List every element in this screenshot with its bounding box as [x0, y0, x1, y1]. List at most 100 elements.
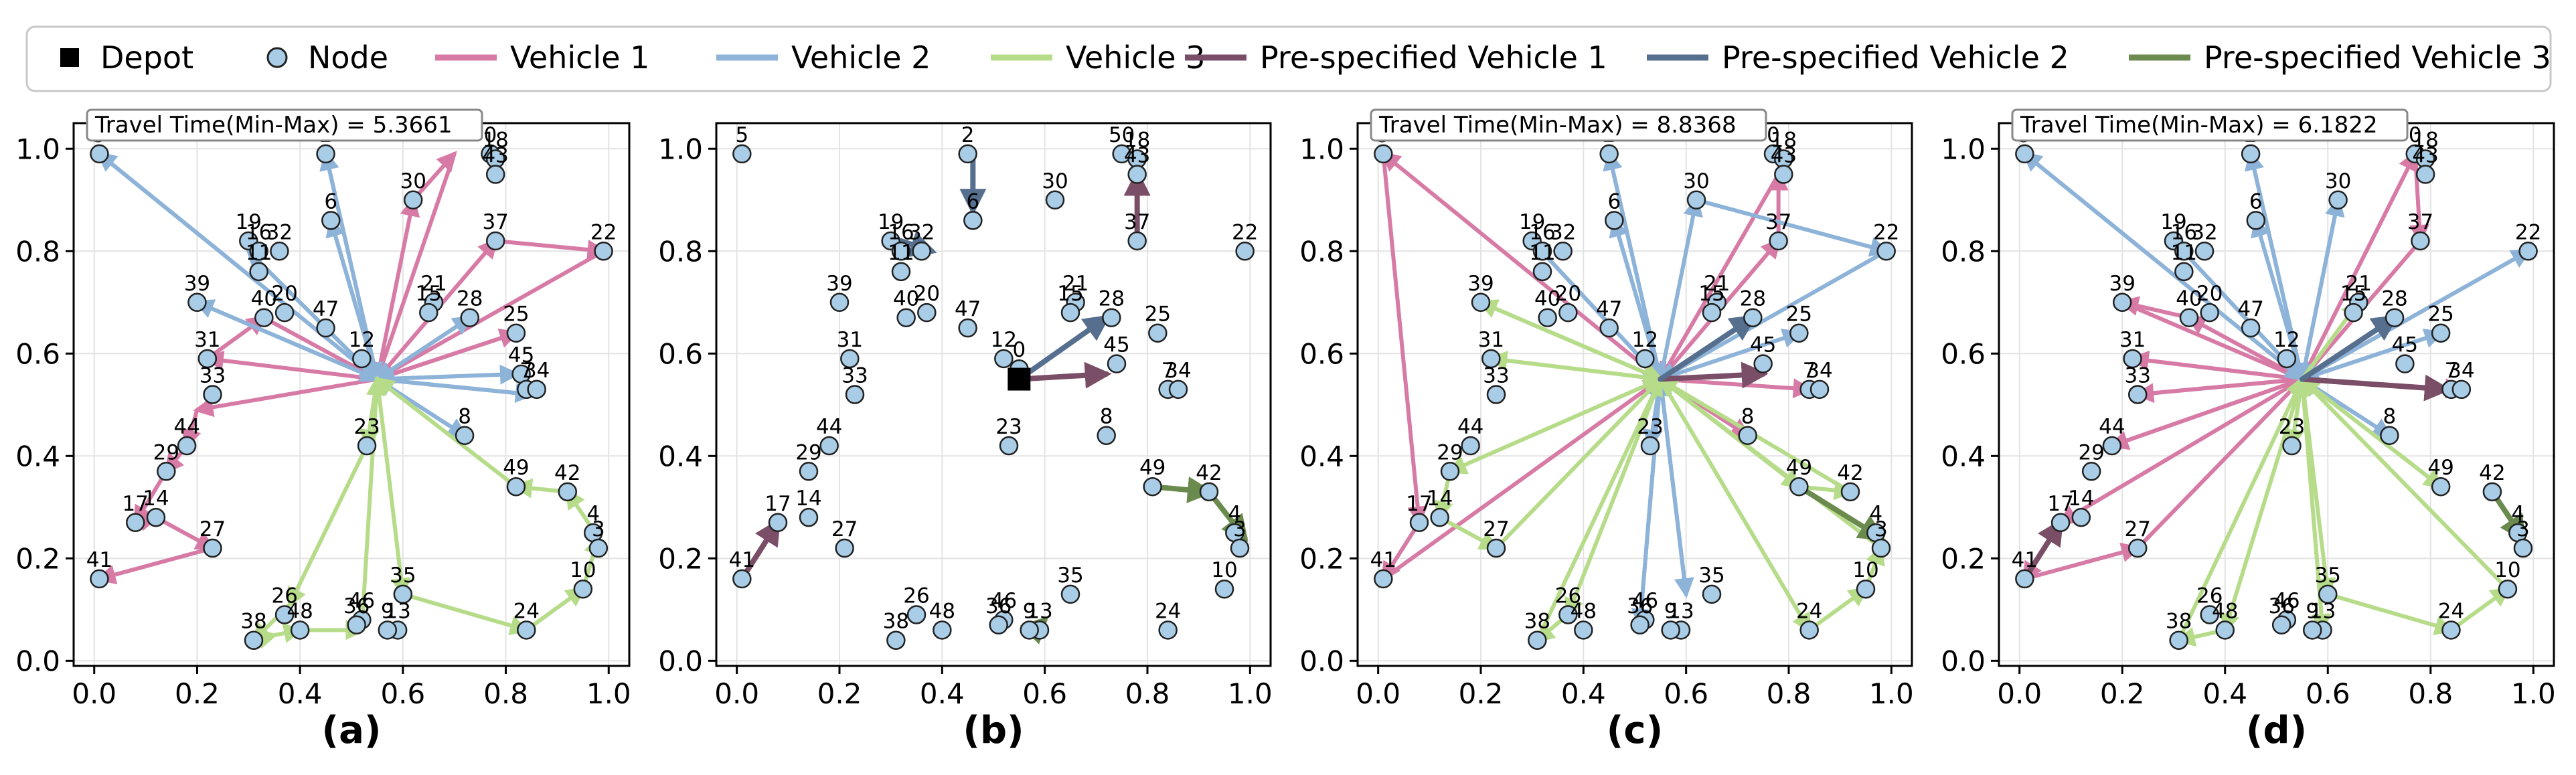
- route-segment-v2: [375, 364, 520, 385]
- route-segment-v2: [1607, 151, 1667, 383]
- node-label: 15: [416, 282, 442, 306]
- node-marker: [1230, 538, 1250, 558]
- node-label: 9: [1664, 599, 1678, 623]
- node-marker: [1409, 513, 1429, 533]
- node-marker: [886, 630, 906, 650]
- node-marker: [1060, 584, 1080, 604]
- node-label: 42: [2479, 461, 2505, 485]
- node-marker: [912, 242, 931, 261]
- node-marker: [1774, 165, 1793, 184]
- depot-marker: [1008, 367, 1031, 391]
- node-marker: [2169, 630, 2188, 650]
- node-label: 47: [2237, 297, 2263, 321]
- route-segment-v3: [400, 592, 531, 636]
- annotation-box: [86, 108, 483, 142]
- xtick-label: 0.4: [920, 677, 965, 710]
- node-label: 44: [173, 415, 199, 439]
- node-marker: [2102, 436, 2122, 456]
- node-label: 7: [2445, 359, 2458, 383]
- ytick-label: 1.0: [1299, 133, 1344, 165]
- node-marker: [2518, 242, 2538, 261]
- route-segment-v3: [1658, 377, 1803, 489]
- node-label: 10: [1211, 558, 1237, 582]
- node-marker: [270, 242, 289, 261]
- node-label: 11: [2171, 241, 2197, 265]
- route-segment-v3: [2299, 376, 2443, 489]
- node-label: 19: [2160, 210, 2186, 234]
- node-marker: [2081, 462, 2101, 481]
- node-label: 48: [287, 599, 313, 623]
- node-label: 31: [1478, 328, 1504, 352]
- node-label: 18: [1124, 128, 1150, 153]
- ytick-label: 0.2: [15, 542, 60, 575]
- node-label: 34: [2448, 359, 2474, 383]
- node-marker: [2123, 349, 2142, 369]
- node-label: 30: [1683, 169, 1709, 193]
- node-label: 30: [1042, 169, 1068, 193]
- route-segment-v3: [1658, 377, 1812, 634]
- node-marker: [1143, 477, 1162, 497]
- panels: 0.00.00.20.20.40.40.60.60.80.81.01.0 0184…: [15, 108, 2556, 752]
- node-marker: [1127, 165, 1147, 184]
- node-marker: [1486, 538, 1506, 558]
- node-label: 31: [2119, 328, 2146, 352]
- xtick-label: 0.8: [483, 677, 528, 710]
- node-label: 15: [1057, 282, 1083, 306]
- node-marker: [1599, 144, 1619, 164]
- node-marker: [2015, 144, 2034, 164]
- node-label: 19: [236, 210, 262, 234]
- node-label: 47: [955, 297, 981, 321]
- node-marker: [799, 507, 819, 527]
- node-marker: [2328, 190, 2348, 210]
- route-segment-v2: [1694, 197, 1890, 257]
- node-marker: [963, 211, 983, 230]
- node-label: 46: [991, 589, 1017, 613]
- route-segment-v2: [2251, 216, 2304, 381]
- node-label: 33: [1483, 364, 1509, 388]
- legend-label-p1: Pre-specified Vehicle 1: [1260, 39, 1607, 76]
- node-label: 43: [2412, 144, 2438, 168]
- node-label: 38: [2166, 610, 2192, 634]
- node-marker: [1856, 579, 1876, 599]
- node-label: 6: [2249, 189, 2263, 213]
- xtick-label: 0.4: [278, 677, 323, 710]
- node-label: 28: [2381, 287, 2407, 311]
- node-marker: [1661, 620, 1680, 640]
- node-label: 12: [1632, 328, 1658, 352]
- node-marker: [274, 605, 295, 624]
- node-label: 15: [1698, 282, 1724, 306]
- node-marker: [2050, 513, 2071, 533]
- xtick-label: 1.0: [586, 677, 631, 710]
- ytick-label: 0.2: [658, 542, 703, 575]
- node-label: 39: [184, 272, 210, 296]
- route-segment-v3: [2299, 376, 2510, 592]
- node-label: 28: [1099, 287, 1125, 311]
- route-segment-p2: [2299, 315, 2399, 382]
- route-segment-v1: [2120, 300, 2306, 382]
- ytick-label: 0.2: [1299, 542, 1344, 575]
- node-marker: [2344, 303, 2363, 323]
- route-segment-v2: [195, 300, 381, 382]
- node-marker: [799, 462, 819, 481]
- route-segment-v1: [1381, 377, 1664, 581]
- node-label: 45: [2392, 333, 2418, 357]
- annotation-text: Travel Time(Min-Max) = 5.3661: [94, 112, 453, 139]
- node-marker: [1199, 482, 1219, 502]
- node-label: 36: [985, 594, 1012, 618]
- node-label: 34: [524, 359, 550, 383]
- ytick-label: 0.0: [1941, 644, 1986, 677]
- panel-label: (c): [1607, 709, 1663, 752]
- node-marker: [352, 349, 372, 369]
- ytick-label: 0.0: [658, 644, 703, 677]
- legend-item-v1: Vehicle 1: [435, 39, 649, 76]
- node-marker: [316, 144, 335, 164]
- route-segment-v2: [2022, 151, 2306, 382]
- route-segment-v2: [2298, 249, 2530, 381]
- node-marker: [1799, 620, 1819, 640]
- node-label: 18: [482, 128, 508, 153]
- node-marker: [187, 292, 207, 313]
- node-label: 20: [1555, 282, 1581, 306]
- node-label: 49: [1786, 456, 1812, 480]
- ytick-label: 1.0: [1941, 133, 1986, 165]
